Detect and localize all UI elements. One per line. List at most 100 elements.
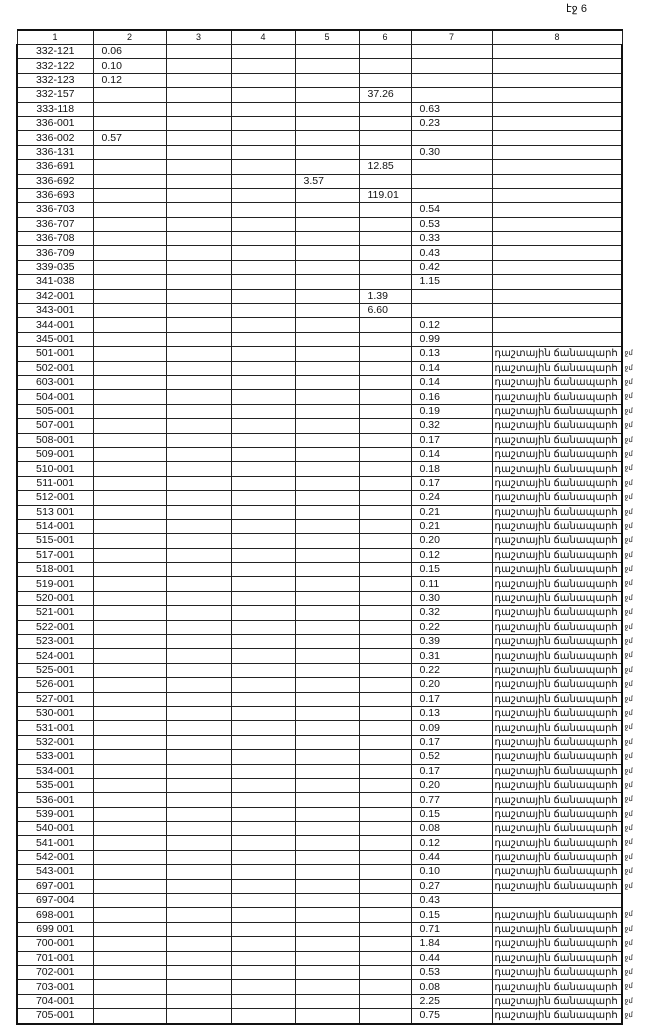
value-cell <box>92 504 167 520</box>
value-cell <box>358 734 412 751</box>
value-cell <box>294 849 360 866</box>
note-cell <box>491 173 623 189</box>
land-parcel-table: 1 2 3 4 5 6 7 8 332-121 0.06 332-122 0.10 33… <box>16 29 633 1025</box>
table-row: 704-001 2.25 դաշտային ճանապարհ ջմ <box>16 993 633 1010</box>
value-cell <box>358 749 412 765</box>
value-cell <box>92 547 167 564</box>
value-cell <box>294 734 360 751</box>
value-cell: 0.17 <box>410 763 493 779</box>
note-cell <box>491 317 623 333</box>
note-cell: դաշտային ճանապարհ ջմ <box>491 490 633 506</box>
table-row: 513 001 0.21 դաշտային ճանապարհ ջմ <box>16 504 633 520</box>
note-cell: դաշտային ճանապարհ ջմ <box>491 590 633 607</box>
value-cell <box>165 590 232 607</box>
parcel-id-cell: 539-001 <box>16 806 94 823</box>
value-cell <box>92 475 167 492</box>
value-cell <box>358 130 412 146</box>
value-cell <box>230 245 296 261</box>
parcel-id-cell: 336-708 <box>16 231 94 247</box>
value-cell: 0.22 <box>410 662 493 679</box>
value-cell <box>165 849 232 866</box>
parcel-id-cell: 534-001 <box>16 763 94 779</box>
table-row: 514-001 0.21 դաշտային ճանապարհ ջմ <box>16 518 633 535</box>
value-cell <box>358 864 412 880</box>
value-cell <box>230 259 296 276</box>
note-suffix: ջմ <box>624 364 633 372</box>
parcel-id-cell: 333-118 <box>16 101 94 117</box>
note-suffix: ջմ <box>624 580 633 588</box>
table-row: 345-001 0.99 <box>16 331 623 348</box>
parcel-id-cell: 336-002 <box>16 130 94 146</box>
value-cell <box>165 677 232 693</box>
parcel-id-cell: 332-122 <box>16 58 94 74</box>
value-cell <box>230 777 296 794</box>
value-cell <box>358 921 412 938</box>
parcel-id-cell: 336-707 <box>16 216 94 233</box>
value-cell <box>358 777 412 794</box>
value-cell: 0.15 <box>410 907 493 923</box>
value-cell: 0.44 <box>410 849 493 866</box>
value-cell <box>294 605 360 621</box>
note-text: դաշտային ճանապարհ <box>494 492 618 504</box>
value-cell <box>230 173 296 189</box>
value-cell: 0.77 <box>410 792 493 808</box>
note-cell: դաշտային ճանապարհ ջմ <box>491 792 633 808</box>
value-cell <box>92 303 167 319</box>
value-cell <box>165 547 232 564</box>
value-cell: 0.21 <box>410 518 493 535</box>
note-cell: դաշտային ճանապարհ ջմ <box>491 634 633 650</box>
value-cell <box>165 893 232 909</box>
header-cell: 4 <box>230 29 296 45</box>
note-cell <box>491 115 623 132</box>
value-cell <box>165 648 232 664</box>
table-row: 527-001 0.17 դաշտային ճանապարհ ջմ <box>16 691 633 707</box>
value-cell <box>165 72 232 89</box>
value-cell <box>165 806 232 823</box>
value-cell <box>294 72 360 89</box>
table-row: 504-001 0.16 դաշտային ճանապարհ ջմ <box>16 389 633 405</box>
table-row: 515-001 0.20 դաշտային ճանապարհ ջմ <box>16 533 633 549</box>
value-cell: 0.57 <box>92 130 167 146</box>
value-cell <box>294 317 360 333</box>
value-cell <box>294 720 360 736</box>
value-cell <box>294 576 360 592</box>
value-cell <box>92 144 167 161</box>
value-cell <box>92 331 167 348</box>
value-cell <box>230 763 296 779</box>
value-cell <box>294 792 360 808</box>
table-row: 522-001 0.22 դաշտային ճանապարհ ջմ <box>16 619 633 636</box>
parcel-id-cell: 697-001 <box>16 878 94 895</box>
table-row: 505-001 0.19 դաշտային ճանապարհ ջմ <box>16 403 633 420</box>
value-cell: 0.20 <box>410 677 493 693</box>
value-cell <box>358 374 412 391</box>
parcel-id-cell: 531-001 <box>16 720 94 736</box>
value-cell <box>92 403 167 420</box>
note-text: դաշտային ճանապարհ <box>494 477 618 489</box>
note-suffix: ջմ <box>624 450 633 458</box>
value-cell <box>92 1008 167 1025</box>
note-text: դաշտային ճանապարհ <box>494 578 618 590</box>
parcel-id-cell: 502-001 <box>16 360 94 376</box>
value-cell <box>410 187 493 204</box>
value-cell <box>230 835 296 851</box>
value-cell <box>294 144 360 161</box>
value-cell <box>230 907 296 923</box>
note-cell <box>491 231 623 247</box>
value-cell <box>230 893 296 909</box>
value-cell: 0.16 <box>410 389 493 405</box>
table-row: 336-707 0.53 <box>16 216 623 233</box>
note-suffix: ջմ <box>624 465 633 473</box>
value-cell: 0.20 <box>410 533 493 549</box>
value-cell: 0.10 <box>92 58 167 74</box>
note-text: դաշտային ճանապարհ <box>494 636 618 648</box>
value-cell: 0.21 <box>410 504 493 520</box>
value-cell <box>165 907 232 923</box>
value-cell <box>358 475 412 492</box>
value-cell <box>165 964 232 981</box>
note-cell <box>491 245 623 261</box>
note-suffix: ջմ <box>624 738 633 746</box>
value-cell <box>92 274 167 290</box>
value-cell <box>294 878 360 895</box>
note-text: դաշտային ճանապարհ <box>494 722 618 734</box>
value-cell: 0.23 <box>410 115 493 132</box>
